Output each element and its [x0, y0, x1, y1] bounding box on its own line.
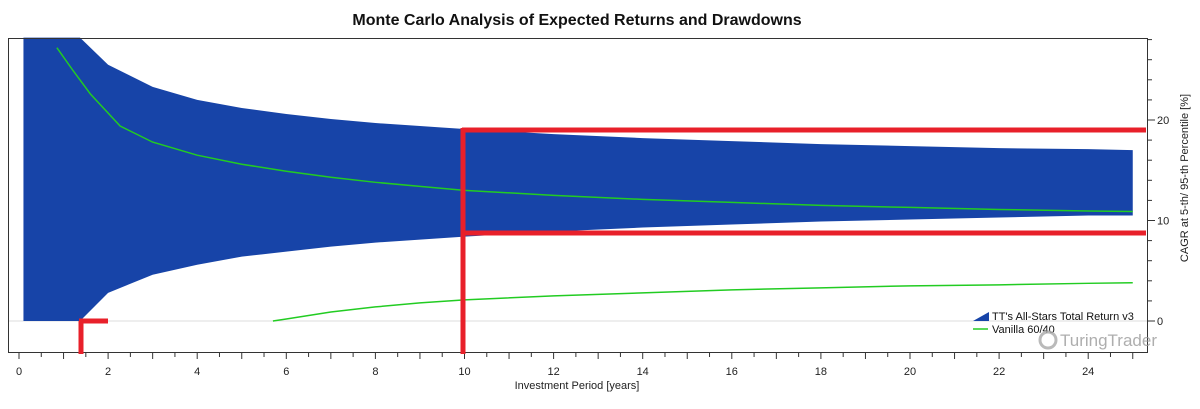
legend-label-vanilla: Vanilla 60/40 [992, 324, 1055, 336]
legend-swatch-tt-all-stars [973, 312, 989, 321]
plot-frame [8, 38, 1148, 353]
y-tick-label: 20 [1157, 115, 1169, 127]
vanilla-95th-line [56, 47, 1133, 213]
legend-label-tt-all-stars: TT's All-Stars Total Return v3 [992, 311, 1134, 323]
tt-all-stars-band [23, 37, 1133, 322]
x-tick-label: 18 [815, 366, 827, 378]
x-tick-label: 10 [458, 366, 470, 378]
legend: TT's All-Stars Total Return v3 Vanilla 6… [973, 311, 1134, 336]
x-axis-label: Investment Period [years] [515, 380, 640, 392]
x-tick-label: 24 [1082, 366, 1094, 378]
y-axis-label: CAGR at 5-th/ 95-th Percentile [%] [1179, 94, 1191, 262]
y-axis: 0 10 20 [1147, 39, 1169, 328]
turingtrader-logo-icon [1038, 330, 1058, 350]
x-tick-label: 14 [637, 366, 649, 378]
vanilla-5th-line [272, 282, 1133, 322]
plot-area [9, 37, 1147, 322]
y-tick-label: 0 [1157, 316, 1163, 328]
x-tick-label: 8 [372, 366, 378, 378]
x-tick-label: 22 [993, 366, 1005, 378]
x-tick-label: 0 [16, 366, 22, 378]
x-tick-label: 4 [194, 366, 200, 378]
watermark-text: TuringTrader [1060, 331, 1157, 350]
y-tick-label: 10 [1157, 216, 1169, 228]
x-tick-label: 16 [726, 366, 738, 378]
x-tick-label: 6 [283, 366, 289, 378]
x-tick-label: 12 [547, 366, 559, 378]
red-annotations [78, 127, 1146, 354]
watermark: TuringTrader [1038, 330, 1157, 350]
chart-title: Monte Carlo Analysis of Expected Returns… [352, 12, 801, 29]
x-axis: 0 2 4 6 8 10 12 14 16 18 20 22 24 [16, 353, 1134, 378]
x-tick-label: 2 [105, 366, 111, 378]
x-tick-label: 20 [904, 366, 916, 378]
